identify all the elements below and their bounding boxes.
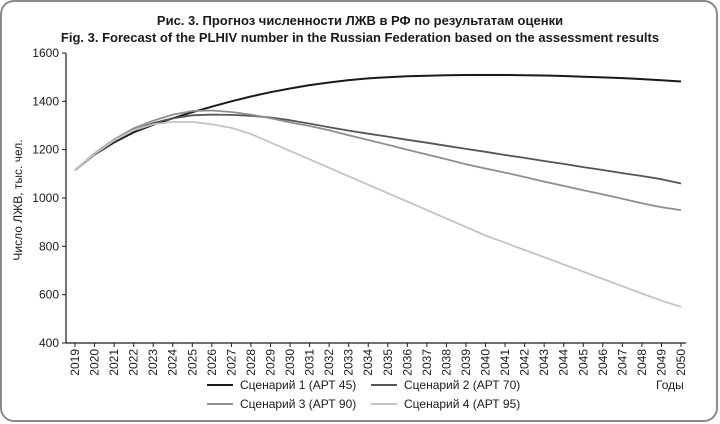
x-tick-label: 2047 [615, 349, 629, 376]
y-tick-label: 1400 [32, 94, 59, 108]
x-tick-label: 2043 [537, 349, 551, 376]
x-axis-label: Годы [656, 378, 684, 392]
legend-label-1: Сценарий 1 (АРТ 45) [240, 378, 356, 392]
series-line-4 [74, 121, 682, 308]
x-tick-label: 2029 [263, 349, 277, 376]
x-tick-label: 2032 [322, 349, 336, 376]
y-tick-label: 1200 [32, 143, 59, 157]
x-tick-label: 2022 [127, 349, 141, 376]
x-tick-label: 2050 [674, 349, 688, 376]
x-tick-label: 2028 [244, 349, 258, 376]
x-tick-label: 2049 [654, 349, 668, 376]
legend-label-4: Сценарий 4 (АРТ 95) [404, 397, 520, 411]
x-tick-label: 2019 [68, 349, 82, 376]
x-tick-label: 2036 [400, 349, 414, 376]
x-tick-label: 2026 [205, 349, 219, 376]
x-tick-label: 2048 [635, 349, 649, 376]
x-tick-label: 2035 [381, 349, 395, 376]
axes: 400 600 800 1000 1200 1400 1600 2019 2020 2021 202… [32, 46, 688, 376]
x-tick-label: 2044 [557, 349, 571, 376]
series-line-3 [74, 109, 682, 211]
x-tick-label: 2030 [283, 349, 297, 376]
x-tick-label: 2027 [224, 349, 238, 376]
x-tick-label: 2024 [166, 349, 180, 376]
series-line-2 [74, 113, 682, 185]
x-tick-label: 2025 [185, 349, 199, 376]
legend: Сценарий 1 (АРТ 45) Сценарий 2 (АРТ 70) Сц… [207, 378, 520, 411]
y-tick-label: 800 [39, 239, 59, 253]
x-tick-label: 2042 [518, 349, 532, 376]
chart-subtitle: Fig. 3. Forecast of the PLHIV number in … [60, 30, 660, 45]
x-tick-label: 2031 [303, 349, 317, 376]
y-tick-label: 400 [39, 336, 59, 350]
y-tick-label: 600 [39, 288, 59, 302]
x-tick-label: 2041 [498, 349, 512, 376]
series-lines [74, 74, 682, 308]
x-tick-label: 2021 [107, 349, 121, 376]
legend-label-2: Сценарий 2 (АРТ 70) [404, 378, 520, 392]
x-tick-label: 2034 [361, 349, 375, 376]
y-tick-label: 1600 [32, 46, 59, 60]
y-axis-label: Число ЛЖВ, тыс. чел. [11, 139, 25, 260]
chart-title: Рис. 3. Прогноз численности ЛЖВ в РФ по … [156, 13, 564, 28]
legend-label-3: Сценарий 3 (АРТ 90) [240, 397, 356, 411]
x-tick-label: 2023 [146, 349, 160, 376]
x-tick-label: 2033 [342, 349, 356, 376]
x-tick-label: 2046 [596, 349, 610, 376]
x-tick-label: 2038 [439, 349, 453, 376]
x-tick-label: 2037 [420, 349, 434, 376]
x-tick-label: 2020 [88, 349, 102, 376]
x-tick-label: 2039 [459, 349, 473, 376]
y-tick-label: 1000 [32, 191, 59, 205]
x-tick-label: 2040 [479, 349, 493, 376]
x-tick-label: 2045 [576, 349, 590, 376]
